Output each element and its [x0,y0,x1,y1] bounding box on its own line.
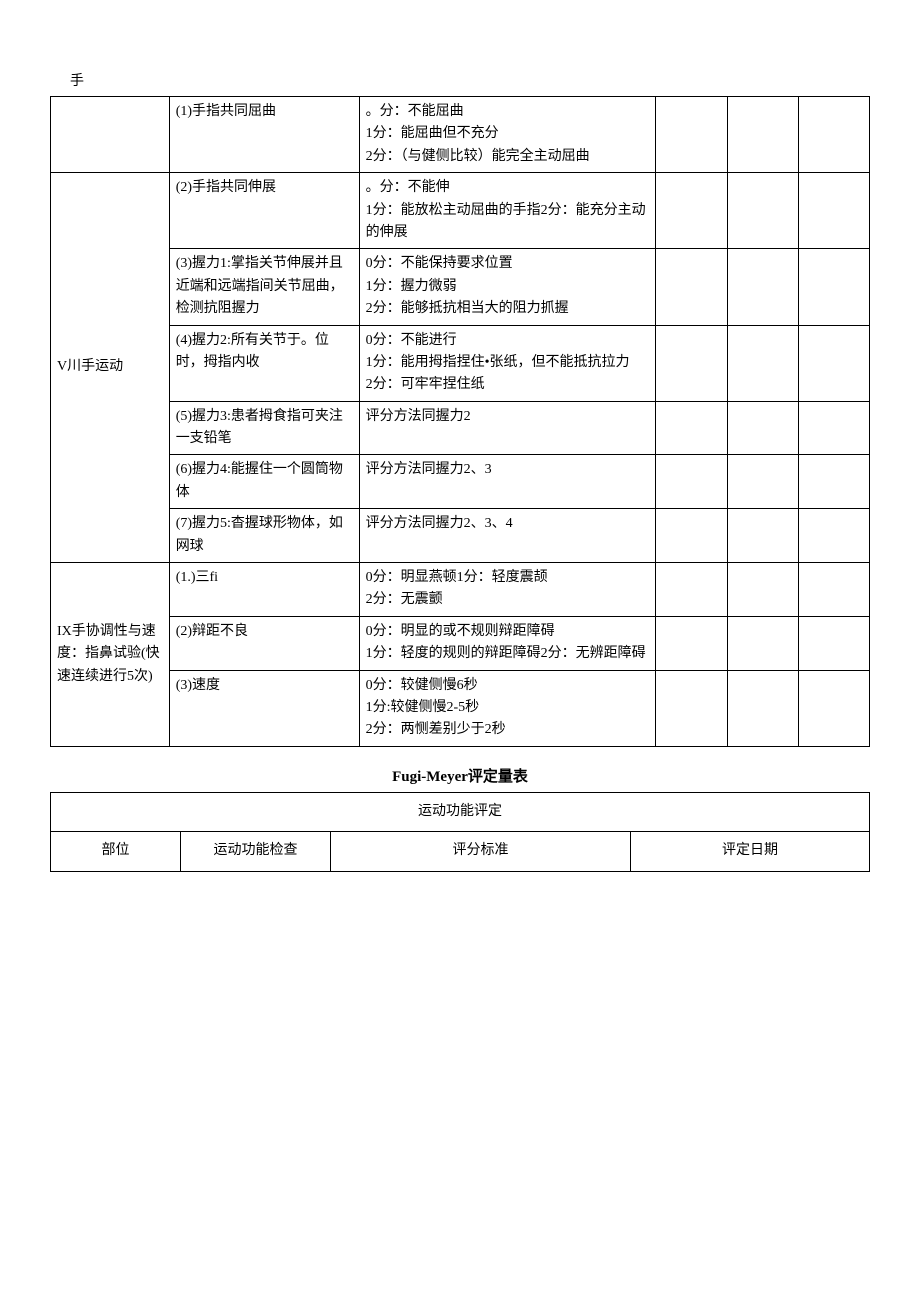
col-header: 部位 [51,832,181,871]
date-cell [656,97,727,173]
date-cell [727,616,798,670]
date-cell [798,670,869,746]
table-row: 运动功能评定 [51,792,870,831]
date-cell [727,249,798,325]
score-cell: 评分方法同握力2、3、4 [359,509,656,563]
date-cell [798,325,869,401]
col-header: 评定日期 [631,832,870,871]
table-row: (3)速度0分：较健侧慢6秒 1分:较健侧慢2-5秒 2分：两恻差别少于2秒 [51,670,870,746]
header-merged: 运动功能评定 [51,792,870,831]
date-cell [656,173,727,249]
table-row: (1)手指共同屈曲。分：不能屈曲 1分：能屈曲但不充分 2分：（与健侧比较）能完… [51,97,870,173]
col-header: 运动功能检查 [181,832,331,871]
date-cell [656,670,727,746]
table-row: (5)握力3:患者拇食指可夹注一支铅笔 评分方法同握力2 [51,401,870,455]
date-cell [798,455,869,509]
score-cell: 0分：不能进行 1分：能用拇指捏住•张纸，但不能抵抗拉力 2分：可牢牢捏住纸 [359,325,656,401]
date-cell [798,249,869,325]
test-cell: (6)握力4:能握住一个圆筒物体 [169,455,359,509]
score-cell: 0分：明显燕顿1分：轻度震颉 2分：无震颤 [359,563,656,617]
test-cell: (3)速度 [169,670,359,746]
table-row: 部位 运动功能检查 评分标准 评定日期 [51,832,870,871]
top-label: 手 [50,70,870,96]
test-cell: (5)握力3:患者拇食指可夹注一支铅笔 [169,401,359,455]
score-cell: 评分方法同握力2、3 [359,455,656,509]
date-cell [656,616,727,670]
score-cell: 0分：不能保持要求位置 1分：握力微弱 2分：能够抵抗相当大的阻力抓握 [359,249,656,325]
date-cell [798,97,869,173]
test-cell: (3)握力1:掌指关节伸展并且近端和远端指间关节屈曲，检测抗阻握力 [169,249,359,325]
date-cell [727,401,798,455]
section-cell [51,97,170,173]
date-cell [656,455,727,509]
score-cell: 。分：不能屈曲 1分：能屈曲但不充分 2分：（与健侧比较）能完全主动屈曲 [359,97,656,173]
date-cell [727,97,798,173]
test-cell: (1)手指共同屈曲 [169,97,359,173]
date-cell [727,173,798,249]
date-cell [798,563,869,617]
test-cell: (1.)三fi [169,563,359,617]
date-cell [798,401,869,455]
date-cell [656,325,727,401]
table-row: V川手运动(2)手指共同伸展。分：不能伸 1分：能放松主动屈曲的手指2分：能充分… [51,173,870,249]
date-cell [798,509,869,563]
test-cell: (4)握力2:所有关节于。位时，拇指内收 [169,325,359,401]
assessment-table-1: (1)手指共同屈曲。分：不能屈曲 1分：能屈曲但不充分 2分：（与健侧比较）能完… [50,96,870,747]
table-row: (7)握力5:杳握球形物体，如网球评分方法同握力2、3、4 [51,509,870,563]
date-cell [727,325,798,401]
test-cell: (2)辩距不良 [169,616,359,670]
date-cell [656,509,727,563]
date-cell [727,670,798,746]
date-cell [656,401,727,455]
score-cell: 。分：不能伸 1分：能放松主动屈曲的手指2分：能充分主动的伸展 [359,173,656,249]
section-cell: IX手协调性与速度：指鼻试验(快速连续进行5次) [51,563,170,747]
col-header: 评分标准 [331,832,631,871]
table2-title: Fugi-Meyer评定量表 [50,765,870,786]
section-cell: V川手运动 [51,173,170,563]
table-row: (4)握力2:所有关节于。位时，拇指内收0分：不能进行 1分：能用拇指捏住•张纸… [51,325,870,401]
table-row: IX手协调性与速度：指鼻试验(快速连续进行5次)(1.)三fi0分：明显燕顿1分… [51,563,870,617]
date-cell [798,616,869,670]
date-cell [727,509,798,563]
date-cell [727,455,798,509]
table-row: (3)握力1:掌指关节伸展并且近端和远端指间关节屈曲，检测抗阻握力0分：不能保持… [51,249,870,325]
test-cell: (7)握力5:杳握球形物体，如网球 [169,509,359,563]
date-cell [798,173,869,249]
table-row: (6)握力4:能握住一个圆筒物体评分方法同握力2、3 [51,455,870,509]
date-cell [656,563,727,617]
score-cell: 0分：明显的或不规则辩距障碍 1分：轻度的规则的辩距障碍2分：无辨距障碍 [359,616,656,670]
date-cell [656,249,727,325]
date-cell [727,563,798,617]
score-cell: 0分：较健侧慢6秒 1分:较健侧慢2-5秒 2分：两恻差别少于2秒 [359,670,656,746]
score-cell: 评分方法同握力2 [359,401,656,455]
test-cell: (2)手指共同伸展 [169,173,359,249]
table-row: (2)辩距不良0分：明显的或不规则辩距障碍 1分：轻度的规则的辩距障碍2分：无辨… [51,616,870,670]
assessment-table-2: 运动功能评定 部位 运动功能检查 评分标准 评定日期 [50,792,870,872]
